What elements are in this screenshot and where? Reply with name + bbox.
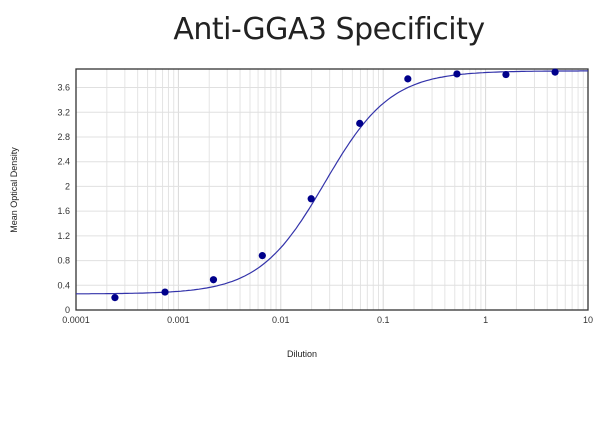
x-tick-label: 1 [483,315,488,325]
data-point [111,294,119,302]
data-point [307,195,315,203]
data-point [258,252,266,260]
y-tick-label: 1.6 [57,206,70,216]
x-tick-label: 0.01 [272,315,290,325]
data-point [209,276,218,284]
x-tick-label: 10 [583,315,593,325]
y-tick-label: 0 [65,305,70,315]
y-tick-label: 1.2 [57,231,70,241]
y-tick-label: 2.4 [57,157,70,167]
data-point [502,70,510,79]
chart-title: Anti-GGA3 Specificity [173,12,485,47]
x-tick-label: 0.1 [377,315,390,325]
fit-curve [76,70,588,295]
data-point [404,75,412,83]
x-axis-title: Dilution [286,349,317,359]
data-point [453,70,461,78]
x-tick-label: 0.001 [167,315,190,325]
plot-frame [75,68,589,311]
y-tick-label: 3.2 [57,107,70,117]
y-tick-label: 0.4 [57,280,70,290]
data-point [356,119,364,127]
x-tick-label: 0.0001 [62,315,90,325]
y-tick-label: 2 [65,181,70,191]
y-tick-label: 3.6 [57,83,70,93]
y-tick-label: 2.8 [57,132,70,142]
y-tick-label: 0.8 [57,256,70,266]
data-point [161,288,169,296]
data-point [551,68,559,76]
